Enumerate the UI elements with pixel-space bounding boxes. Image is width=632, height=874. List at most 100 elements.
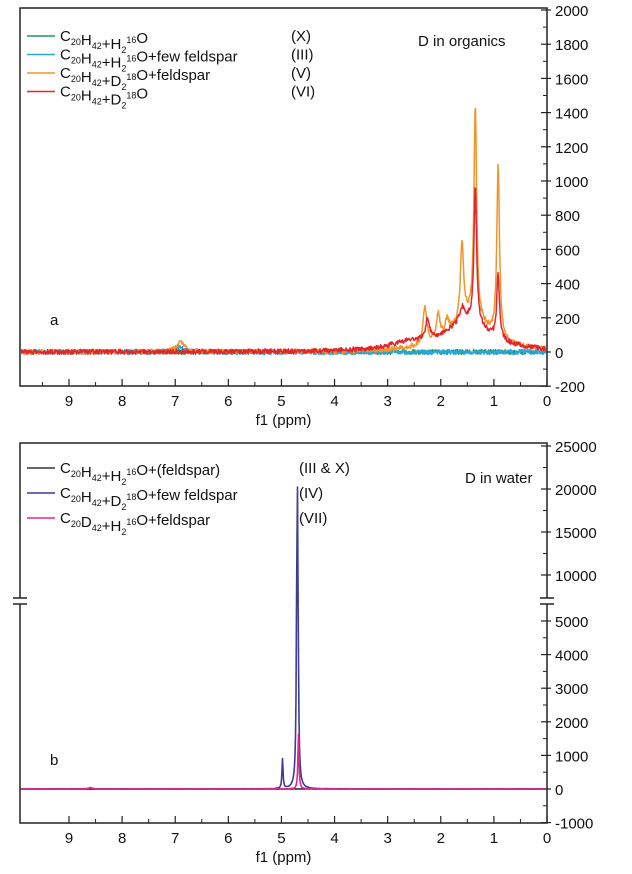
axis-break-gap	[543, 598, 551, 604]
legend-label-part: 20	[71, 469, 81, 479]
legend-label-part: 20	[71, 93, 81, 103]
series-line-vii	[20, 733, 547, 791]
x-tick-label: 3	[383, 830, 391, 847]
legend-label-part: 16	[126, 517, 136, 527]
legend-label-part: 20	[71, 519, 81, 529]
legend-label-part: 20	[71, 37, 81, 47]
legend-label: C20H42+D218O+feldspar	[60, 65, 210, 92]
legend-label-part: 16	[126, 35, 136, 45]
legend-label-part: 18	[126, 72, 136, 82]
legend: C20H42+H216O (X)C20H42+H216O+few feldspar…	[27, 28, 315, 111]
legend-label-part: O+(feldspar)	[136, 462, 220, 479]
y-tick-label: 25000	[555, 439, 597, 456]
y-tick-label: 10000	[555, 568, 597, 585]
x-axis-label: f1 (ppm)	[256, 412, 312, 429]
x-tick-label: 6	[224, 830, 232, 847]
legend-label-part: 42	[92, 498, 102, 508]
y-tick-label: -200	[555, 379, 585, 396]
y-tick-label: 2000	[555, 715, 588, 732]
legend-label-part: +D	[102, 493, 122, 510]
legend-code: (III & X)	[299, 460, 350, 477]
legend-label-part: 42	[92, 97, 102, 107]
legend-label-part: O	[136, 30, 148, 47]
legend-label: C20H42+H216O+few feldspar	[60, 47, 238, 74]
x-tick-label: 0	[543, 830, 551, 847]
y-tick-label: 0	[555, 345, 563, 362]
legend-label-part: C	[60, 65, 71, 82]
y-tick-label: 1000	[555, 174, 588, 191]
legend-label-part: H	[81, 88, 92, 105]
x-tick-label: 2	[437, 393, 445, 410]
x-tick-label: 5	[277, 393, 285, 410]
panel-title: D in organics	[418, 33, 506, 50]
legend-label: C20H42+H216O	[60, 28, 148, 55]
legend-label-part: +H	[102, 55, 122, 72]
x-axis-label: f1 (ppm)	[256, 849, 312, 866]
series-line-vi	[20, 187, 547, 355]
legend-label-part: 16	[126, 54, 136, 64]
x-tick-label: 8	[118, 393, 126, 410]
x-tick-label: 2	[437, 830, 445, 847]
y-tick-label: 5000	[555, 614, 588, 631]
legend-label-part: C	[60, 460, 71, 477]
legend-label: C20H42+H216O+(feldspar)	[60, 460, 220, 487]
legend-label: C20H42+D218O+few feldspar	[60, 485, 238, 512]
legend-label-part: +D	[102, 73, 122, 90]
x-tick-label: 0	[543, 393, 551, 410]
legend-label-part: H	[81, 51, 92, 68]
legend: C20H42+H216O+(feldspar) (III & X)C20H42+D…	[27, 460, 350, 537]
legend-code: (VI)	[291, 84, 315, 101]
legend-label-part: 42	[92, 60, 102, 70]
legend-label-part: 42	[92, 523, 102, 533]
x-tick-label: 7	[171, 393, 179, 410]
legend-label: C20H42+D218O	[60, 84, 148, 111]
x-tick-label: 6	[224, 393, 232, 410]
panel-label: b	[50, 752, 58, 769]
legend-label-part: 18	[126, 91, 136, 101]
y-tick-label: 200	[555, 311, 580, 328]
y-tick-label: 1800	[555, 37, 588, 54]
legend-label-part: H	[81, 69, 92, 86]
legend-label-part: 2	[121, 82, 126, 92]
x-tick-label: 8	[118, 830, 126, 847]
y-tick-label: 15000	[555, 525, 597, 542]
x-tick-label: 1	[490, 830, 498, 847]
panel-b: 9 8 7 6 5 4 3 2 1 0f1 (ppm)-100001000200030004000…	[13, 439, 597, 866]
legend-label-part: +H	[102, 518, 122, 535]
y-tick-label: 600	[555, 242, 580, 259]
legend-label-part: 2	[121, 502, 126, 512]
legend-label-part: H	[81, 489, 92, 506]
legend-label-part: H	[81, 32, 92, 49]
legend-label-part: C	[60, 47, 71, 64]
y-tick-label: 1200	[555, 140, 588, 157]
legend-label-part: 42	[92, 473, 102, 483]
x-tick-label: 9	[65, 830, 73, 847]
y-tick-label: 4000	[555, 648, 588, 665]
legend-label-part: 2	[121, 477, 126, 487]
plot-frame	[19, 442, 548, 824]
legend-label-part: +H	[102, 468, 122, 485]
y-tick-label: 2000	[555, 3, 588, 20]
legend-label-part: 16	[126, 467, 136, 477]
legend-label-part: +H	[102, 36, 122, 53]
panel-label: a	[50, 312, 59, 329]
legend-label-part: 2	[121, 64, 126, 74]
x-tick-label: 7	[171, 830, 179, 847]
legend-label-part: O+feldspar	[136, 512, 210, 529]
x-tick-label: 1	[490, 393, 498, 410]
legend-label-part: O+few feldspar	[136, 49, 237, 66]
legend-label-part: O+few feldspar	[136, 487, 237, 504]
legend-label-part: 20	[71, 74, 81, 84]
y-tick-label: 400	[555, 277, 580, 294]
plot-frame	[19, 7, 548, 387]
y-tick-label: 20000	[555, 482, 597, 499]
y-tick-label: 3000	[555, 681, 588, 698]
legend-code: (V)	[291, 65, 311, 82]
y-tick-label: 800	[555, 208, 580, 225]
legend-code: (III)	[291, 47, 314, 64]
x-tick-label: 4	[330, 393, 338, 410]
legend-label: C20D42+H216O+feldspar	[60, 510, 210, 537]
legend-label-part: 42	[92, 41, 102, 51]
legend-label-part: D	[81, 514, 92, 531]
